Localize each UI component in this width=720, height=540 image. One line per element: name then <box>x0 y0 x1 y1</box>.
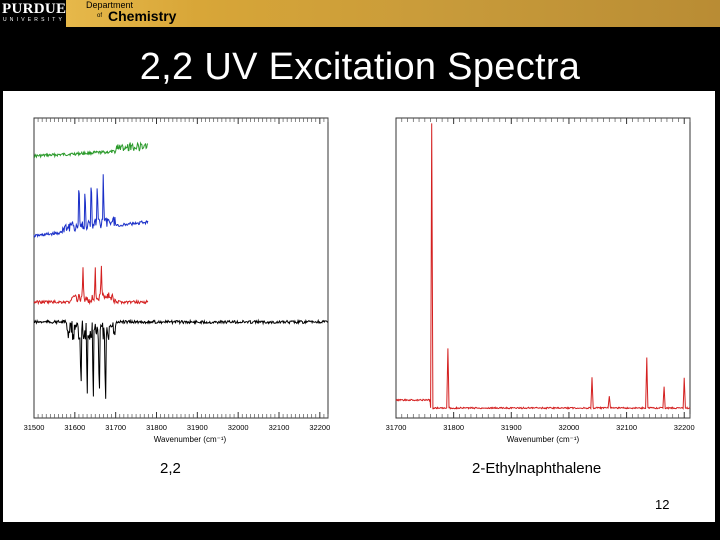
slide-content <box>3 91 715 522</box>
x-tick-marks <box>395 118 691 418</box>
x-tick-label: 31700 <box>386 423 407 432</box>
x-tick-label: 32100 <box>269 423 290 432</box>
x-axis-label: Wavenumber (cm⁻¹) <box>154 435 227 444</box>
dept-of: of <box>97 13 103 19</box>
plot-frame <box>395 117 691 419</box>
slide-title: 2,2 UV Excitation Spectra <box>139 46 581 88</box>
x-tick-label: 32200 <box>674 423 695 432</box>
spectrum-trace <box>33 265 149 306</box>
x-tick-label: 32000 <box>228 423 249 432</box>
x-tick-marks <box>33 118 329 418</box>
spectrum-trace <box>33 318 329 399</box>
x-tick-label: 32200 <box>309 423 330 432</box>
department-banner: Department of Chemistry <box>66 0 720 27</box>
x-tick-label: 31800 <box>443 423 464 432</box>
spectrum-trace <box>34 141 149 159</box>
slide-number: 12 <box>655 497 670 512</box>
x-tick-label: 31900 <box>501 423 522 432</box>
dept-name: Chemistry <box>108 8 177 24</box>
spectra-traces <box>33 141 329 399</box>
spectrum-trace <box>395 123 691 410</box>
x-axis-label: Wavenumber (cm⁻¹) <box>507 435 580 444</box>
x-tick-label: 31800 <box>146 423 167 432</box>
bottom-bar <box>0 522 720 540</box>
chart-left: 31500 31600 31700 31800 31900 32000 32100 32200… <box>24 117 331 444</box>
x-tick-label: 31600 <box>64 423 85 432</box>
x-tick-labels: 31500 31600 31700 31800 31900 32000 32100 32200 <box>24 423 331 432</box>
dept-line1: Department <box>86 0 134 10</box>
caption-left: 2,2 <box>160 460 181 477</box>
x-tick-label: 32100 <box>616 423 637 432</box>
title-band <box>0 27 720 91</box>
x-tick-label: 31900 <box>187 423 208 432</box>
caption-right: 2-Ethylnaphthalene <box>472 460 602 477</box>
x-tick-label: 31700 <box>105 423 126 432</box>
purdue-logo[interactable]: PURDUE UNIVERSITY <box>0 0 66 27</box>
spectra-traces <box>395 123 691 410</box>
spectrum-trace <box>33 174 149 239</box>
x-tick-label: 31500 <box>24 423 45 432</box>
chart-right: 31700 31800 31900 32000 32100 32200 Wavenumbe… <box>386 117 695 444</box>
x-tick-label: 32000 <box>559 423 580 432</box>
logo-sub-text: UNIVERSITY <box>3 17 66 23</box>
x-tick-labels: 31700 31800 31900 32000 32100 32200 <box>386 423 695 432</box>
logo-main-text: PURDUE <box>2 1 67 17</box>
header-bar: PURDUE UNIVERSITY Department of Chemistr… <box>0 0 720 27</box>
plot-frame <box>33 117 329 419</box>
